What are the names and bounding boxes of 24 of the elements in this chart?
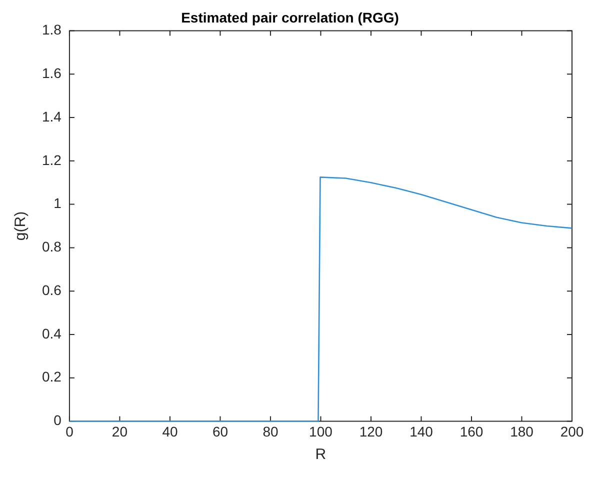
x-tick-label: 140 — [410, 423, 434, 440]
y-tick-label: 0.2 — [42, 368, 62, 385]
y-tick-label: 1.8 — [42, 22, 62, 38]
x-tick-label: 80 — [262, 423, 278, 440]
y-tick-label: 1.2 — [42, 152, 62, 168]
x-tick-label: 40 — [162, 423, 178, 440]
x-tick-label: 160 — [460, 423, 484, 440]
y-tick-label: 0 — [54, 412, 62, 428]
x-axis-title: R — [315, 446, 326, 464]
y-tick-label: 1 — [54, 195, 62, 212]
x-tick-label: 0 — [66, 423, 74, 440]
chart-title: Estimated pair correlation (RGG) — [181, 9, 399, 26]
x-tick-label: 180 — [510, 423, 534, 440]
y-tick-label: 1.6 — [42, 65, 62, 82]
x-tick-label: 100 — [309, 423, 333, 440]
y-tick-label: 0.8 — [42, 238, 62, 255]
x-tick-label: 120 — [359, 423, 383, 440]
x-tick-label: 20 — [112, 423, 128, 440]
y-axis-title: g(R) — [12, 211, 30, 241]
x-tick-label: 60 — [212, 423, 228, 440]
y-tick-label: 0.6 — [42, 282, 62, 298]
y-tick-label: 0.4 — [42, 325, 62, 342]
x-tick-label: 200 — [560, 423, 584, 440]
y-tick-label: 1.4 — [42, 108, 62, 124]
